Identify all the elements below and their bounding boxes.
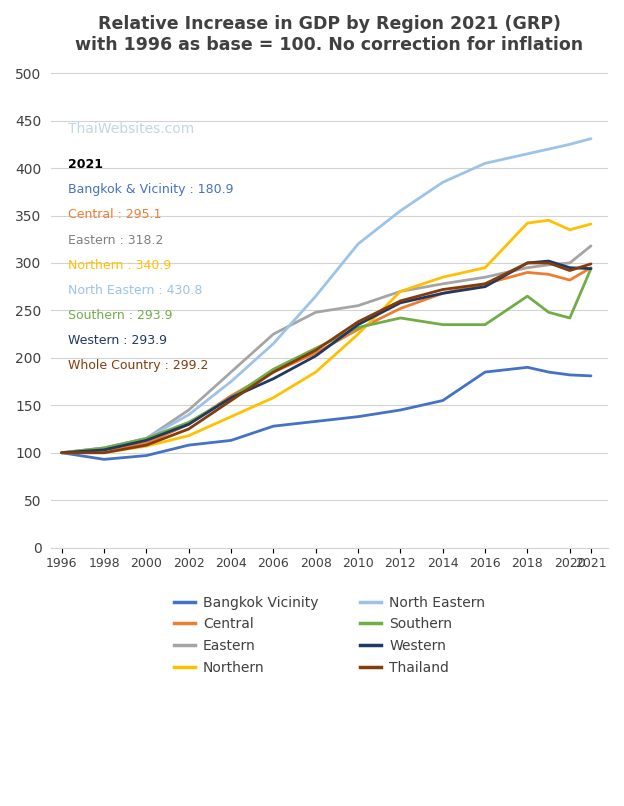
Text: 2021: 2021 <box>68 158 103 171</box>
Title: Relative Increase in GDP by Region 2021 (GRP)
with 1996 as base = 100. No correc: Relative Increase in GDP by Region 2021 … <box>76 15 583 54</box>
Text: Whole Country : 299.2: Whole Country : 299.2 <box>68 359 208 372</box>
Text: Western : 293.9: Western : 293.9 <box>68 334 167 347</box>
Text: Eastern : 318.2: Eastern : 318.2 <box>68 234 163 247</box>
Text: Bangkok & Vicinity : 180.9: Bangkok & Vicinity : 180.9 <box>68 183 233 196</box>
Text: Northern : 340.9: Northern : 340.9 <box>68 259 171 272</box>
Text: North Eastern : 430.8: North Eastern : 430.8 <box>68 284 202 297</box>
Text: ThaiWebsites.com: ThaiWebsites.com <box>68 122 194 135</box>
Text: Central : 295.1: Central : 295.1 <box>68 209 161 222</box>
Legend: Bangkok Vicinity, Central, Eastern, Northern, North Eastern, Southern, Western, : Bangkok Vicinity, Central, Eastern, Nort… <box>173 596 485 675</box>
Text: Southern : 293.9: Southern : 293.9 <box>68 309 172 322</box>
